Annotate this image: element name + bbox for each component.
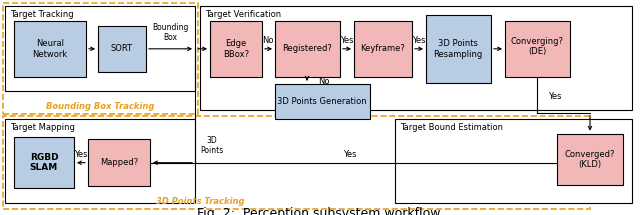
Text: Converging?
(DE): Converging? (DE) bbox=[511, 37, 563, 56]
Text: Yes: Yes bbox=[412, 36, 426, 45]
Bar bbox=[275, 21, 340, 77]
Text: No: No bbox=[318, 77, 330, 86]
Bar bbox=[14, 21, 86, 77]
Bar bbox=[200, 6, 632, 111]
Text: Mapped?: Mapped? bbox=[100, 158, 138, 167]
Text: Yes: Yes bbox=[74, 150, 88, 159]
Text: Yes: Yes bbox=[343, 150, 356, 159]
Text: Fig. 2:  Perception subsystem workflow.: Fig. 2: Perception subsystem workflow. bbox=[197, 207, 443, 215]
Bar bbox=[395, 118, 632, 203]
Text: 3D Points Tracking: 3D Points Tracking bbox=[156, 197, 244, 206]
Text: Registered?: Registered? bbox=[282, 44, 332, 53]
Text: Target Mapping: Target Mapping bbox=[10, 123, 75, 132]
Bar bbox=[5, 6, 195, 91]
Text: No: No bbox=[262, 36, 274, 45]
Bar bbox=[14, 137, 74, 188]
Text: Target Verification: Target Verification bbox=[205, 11, 281, 20]
Text: Target Bound Estimation: Target Bound Estimation bbox=[400, 123, 503, 132]
Bar bbox=[426, 15, 491, 83]
Bar bbox=[5, 118, 195, 203]
Bar bbox=[88, 140, 150, 186]
Bar bbox=[98, 26, 146, 72]
Bar bbox=[275, 84, 370, 118]
Text: Yes: Yes bbox=[340, 36, 354, 45]
Text: 3D
Points: 3D Points bbox=[200, 136, 223, 155]
Text: Keyframe?: Keyframe? bbox=[360, 44, 405, 53]
Text: Neural
Network: Neural Network bbox=[33, 39, 68, 58]
Text: SORT: SORT bbox=[111, 44, 133, 53]
Text: RGBD
SLAM: RGBD SLAM bbox=[29, 153, 58, 172]
Bar bbox=[3, 116, 590, 209]
Bar bbox=[210, 21, 262, 77]
Bar bbox=[505, 21, 570, 77]
Text: Target Tracking: Target Tracking bbox=[10, 11, 74, 20]
Text: Bounding
Box: Bounding Box bbox=[152, 23, 188, 42]
Text: 3D Points
Resampling: 3D Points Resampling bbox=[433, 39, 483, 58]
Bar bbox=[557, 134, 623, 185]
Bar bbox=[3, 3, 198, 114]
Text: Yes: Yes bbox=[548, 92, 561, 101]
Bar bbox=[354, 21, 412, 77]
Text: Edge
BBox?: Edge BBox? bbox=[223, 39, 249, 58]
Text: Converged?
(KLD): Converged? (KLD) bbox=[564, 149, 615, 169]
Text: Bounding Box Tracking: Bounding Box Tracking bbox=[46, 102, 154, 111]
Text: 3D Points Generation: 3D Points Generation bbox=[277, 97, 367, 106]
